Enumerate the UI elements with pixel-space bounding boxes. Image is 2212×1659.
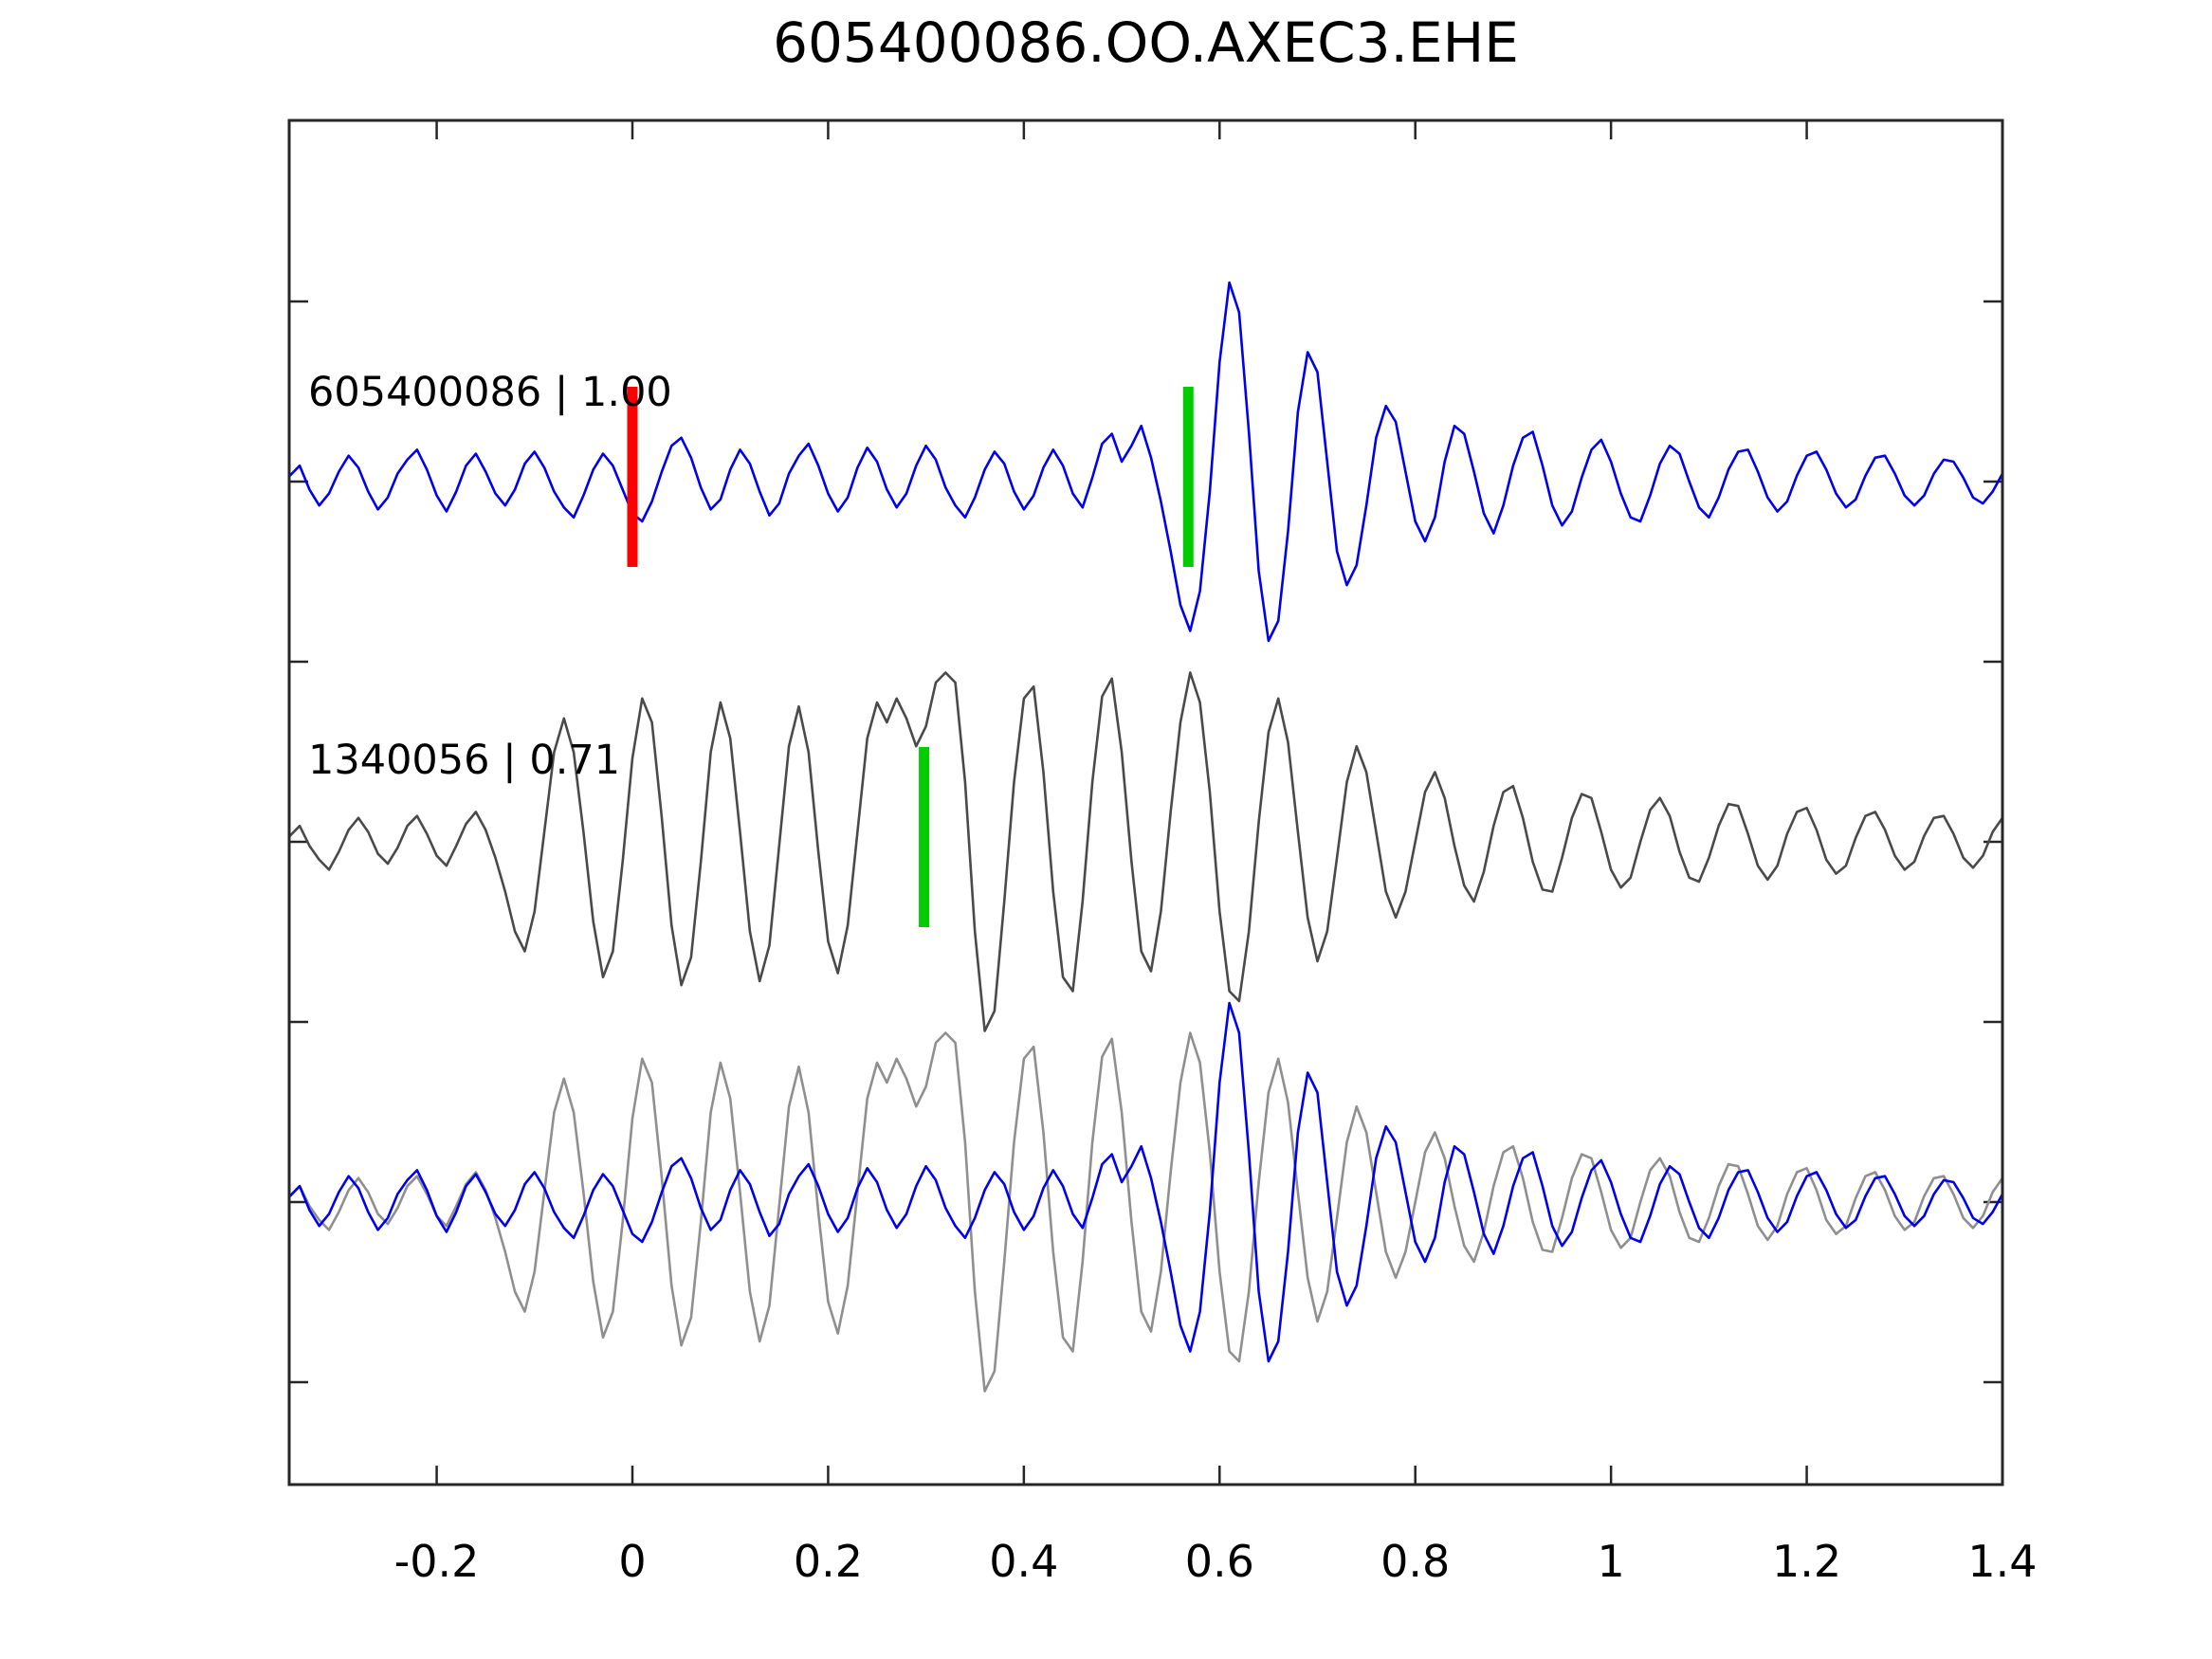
x-tick-label: 1.2 <box>1771 1536 1842 1587</box>
x-tick-label: 0.2 <box>793 1536 863 1587</box>
waveform-trace-template-row2 <box>289 1031 2002 1393</box>
x-tick-label: 0.8 <box>1380 1536 1451 1587</box>
figure-title: 605400086.OO.AXEC3.EHE <box>773 10 1519 75</box>
x-tick-label: 0.6 <box>1184 1536 1254 1587</box>
x-tick-label: 1 <box>1597 1536 1625 1587</box>
waveform-trace-template-row1 <box>289 671 2002 1032</box>
waveform-trace-detection-row2 <box>289 1001 2002 1363</box>
x-tick-label: 1.4 <box>1967 1536 2038 1587</box>
waveform-traces <box>289 281 2002 1393</box>
waveform-trace-detection-row0 <box>289 281 2002 643</box>
axis-ticks <box>289 120 2004 1485</box>
x-tick-label: 0.4 <box>989 1536 1059 1587</box>
pick-markers <box>627 387 1194 927</box>
x-tick-label: -0.2 <box>393 1536 480 1587</box>
trace-label-template: 1340056 | 0.71 <box>308 737 621 784</box>
x-tick-label: 0 <box>618 1536 647 1587</box>
plot-border <box>287 118 2004 1486</box>
trace-label-detection: 605400086 | 1.00 <box>308 369 672 416</box>
